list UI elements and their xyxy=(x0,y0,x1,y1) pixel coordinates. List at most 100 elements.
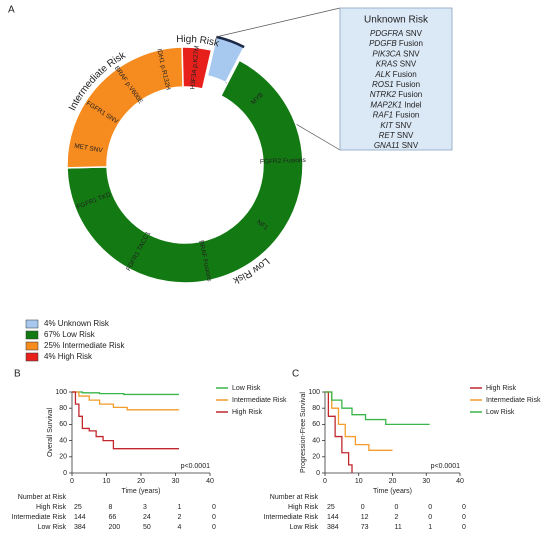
x-axis-label: Time (years) xyxy=(373,488,412,495)
alteration: PDGFRA SNV xyxy=(370,29,423,38)
legend-name: Intermediate Risk xyxy=(62,341,125,350)
y-tick-label: 80 xyxy=(312,405,320,412)
gene: NTRK2 xyxy=(370,90,397,99)
alteration: RET SNV xyxy=(379,131,414,140)
alteration: PDGFB Fusion xyxy=(369,39,423,48)
y-tick-label: 80 xyxy=(59,405,67,412)
gene: PDGFB xyxy=(369,39,397,48)
alteration-type: SNV xyxy=(403,50,420,59)
risk-count: 0 xyxy=(395,504,399,511)
y-axis-label: Progression-Free Survival xyxy=(300,392,307,473)
survival-curve xyxy=(72,391,179,411)
risk-count: 25 xyxy=(74,504,82,511)
x-tick-label: 20 xyxy=(137,478,145,485)
risk-row-name: Intermediate Risk xyxy=(12,514,67,521)
legend-swatch xyxy=(25,352,39,362)
x-tick-label: 20 xyxy=(389,478,397,485)
risk-count: 0 xyxy=(212,524,216,531)
risk-count: 1 xyxy=(178,504,182,511)
risk-count: 25 xyxy=(327,504,335,511)
survival-curve xyxy=(325,391,393,451)
risk-count: 0 xyxy=(361,504,365,511)
alteration-type: SNV xyxy=(406,29,423,38)
risk-count: 0 xyxy=(212,514,216,521)
p-value: p<0.0001 xyxy=(181,463,210,470)
x-tick-label: 0 xyxy=(70,478,74,485)
alteration: KIT SNV xyxy=(380,121,412,130)
legend-label: High Risk xyxy=(232,409,262,416)
alteration-type: Fusion xyxy=(399,39,423,48)
legend-swatch xyxy=(25,319,39,329)
alteration: PIK3CA SNV xyxy=(372,50,420,59)
gene: GNA11 xyxy=(374,141,400,150)
legend-name: Low Risk xyxy=(62,330,95,339)
risk-count: 384 xyxy=(327,524,339,531)
legend-label: 67% Low Risk xyxy=(44,330,96,339)
x-tick-label: 30 xyxy=(422,478,430,485)
risk-count: 384 xyxy=(74,524,86,531)
y-tick-label: 60 xyxy=(312,421,320,428)
y-tick-label: 60 xyxy=(59,421,67,428)
legend-label: Low Risk xyxy=(232,385,261,392)
y-axis-label: Overall Survival xyxy=(47,408,54,457)
risk-count: 11 xyxy=(395,524,402,531)
survival-curve xyxy=(72,391,179,396)
alteration: KRAS SNV xyxy=(376,60,417,69)
risk-count: 24 xyxy=(143,514,151,521)
risk-row-name: Intermediate Risk xyxy=(264,514,319,521)
alteration: GNA11 SNV xyxy=(374,141,419,150)
risk-count: 2 xyxy=(178,514,182,521)
risk-count: 66 xyxy=(109,514,117,521)
risk-count: 1 xyxy=(428,524,432,531)
legend-label: Intermediate Risk xyxy=(486,397,541,404)
alteration-type: SNV xyxy=(395,121,412,130)
risk-count: 0 xyxy=(462,524,466,531)
alteration-type: Indel xyxy=(404,101,422,110)
legend-label: Low Risk xyxy=(486,409,515,416)
y-tick-label: 20 xyxy=(312,454,320,461)
risk-row-name: Low Risk xyxy=(290,524,319,531)
risk-count: 200 xyxy=(109,524,121,531)
alteration-type: Fusion xyxy=(398,90,422,99)
x-tick-label: 40 xyxy=(206,478,214,485)
alteration-type: SNV xyxy=(400,60,417,69)
y-tick-label: 40 xyxy=(312,437,320,444)
alteration: ALK Fusion xyxy=(374,70,416,79)
donut-segment xyxy=(66,59,304,284)
x-tick-label: 10 xyxy=(103,478,111,485)
legend-name: High Risk xyxy=(58,352,93,361)
gene: PDGFRA xyxy=(370,29,403,38)
risk-table-title: Number at Risk xyxy=(270,494,319,501)
segment-label: MET SNV xyxy=(74,143,104,155)
risk-count: 0 xyxy=(428,514,432,521)
legend-value: 4% xyxy=(44,319,56,328)
legend-name: Unknown Risk xyxy=(58,319,110,328)
x-tick-label: 40 xyxy=(456,478,464,485)
segment-label: FGFR2 Fusions xyxy=(260,157,307,166)
y-tick-label: 100 xyxy=(308,389,320,396)
gene: RAF1 xyxy=(373,111,393,120)
legend-label: Intermediate Risk xyxy=(232,397,287,404)
y-tick-label: 20 xyxy=(59,454,67,461)
risk-row-name: Low Risk xyxy=(38,524,67,531)
risk-count: 73 xyxy=(361,524,369,531)
segment-label: H3F3A p.K27M xyxy=(189,45,200,90)
risk-count: 3 xyxy=(143,504,147,511)
risk-count: 12 xyxy=(361,514,369,521)
x-tick-label: 0 xyxy=(323,478,327,485)
risk-count: 144 xyxy=(74,514,86,521)
x-axis-label: Time (years) xyxy=(121,488,160,495)
panel-label: C xyxy=(292,369,299,380)
unknown-risk-box xyxy=(339,7,453,151)
legend-label: High Risk xyxy=(486,385,516,392)
risk-count: 2 xyxy=(395,514,399,521)
risk-count: 0 xyxy=(462,504,466,511)
gene: KRAS xyxy=(376,60,398,69)
alteration-type: SNV xyxy=(397,131,414,140)
gene: PIK3CA xyxy=(372,50,400,59)
y-tick-label: 0 xyxy=(316,470,320,477)
legend-value: 25% xyxy=(44,341,60,350)
gene: KIT xyxy=(380,121,394,130)
alteration: MAP2K1 Indel xyxy=(370,101,421,110)
